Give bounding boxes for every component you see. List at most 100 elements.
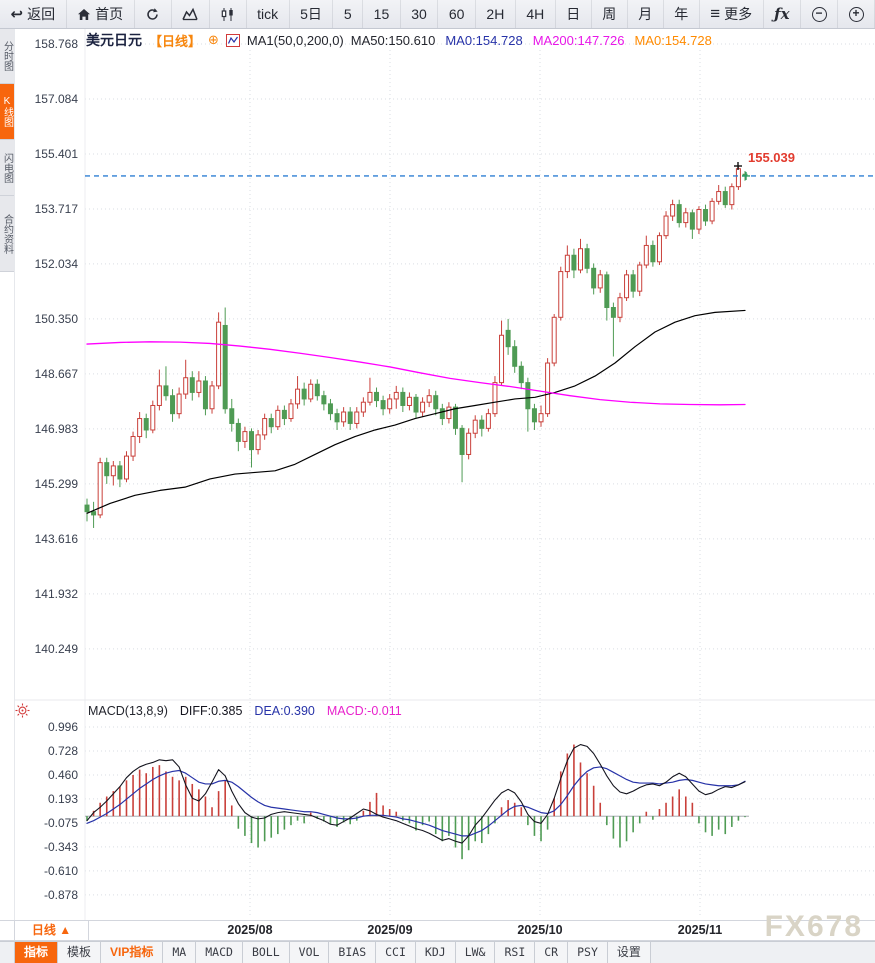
diff-value: DIFF:0.385 [179, 704, 243, 718]
price-tick-label: 152.034 [34, 257, 78, 271]
toolbar-button-zoom-in[interactable]: + [838, 0, 875, 28]
candle [117, 465, 123, 480]
candle [97, 462, 103, 516]
macd-header: MACD(13,8,9) DIFF:0.385 DEA:0.390 MACD:-… [88, 704, 402, 718]
indicator-tab-设置[interactable]: 设置 [607, 942, 651, 963]
candle [670, 204, 676, 217]
indicator-tab-vol[interactable]: VOL [289, 942, 330, 963]
candle [341, 411, 347, 423]
toolbar-button-m30[interactable]: 30 [401, 0, 439, 28]
candle [367, 391, 373, 403]
toolbar-button-day[interactable]: 日 [556, 0, 592, 28]
sidebar-tab-3[interactable]: 闪电图 [0, 140, 14, 196]
candle [485, 413, 491, 429]
macd-tick-label: -0.610 [43, 864, 78, 878]
zoom-in-icon: + [848, 6, 864, 22]
toolbar-button-m60[interactable]: 60 [438, 0, 476, 28]
toolbar-button-more[interactable]: ≡ 更多 [700, 0, 764, 28]
candle [123, 455, 129, 480]
macd-tick-label: 0.460 [47, 768, 78, 782]
candle [643, 244, 649, 266]
candle [584, 248, 590, 269]
macd-tick-label: 0.996 [47, 720, 78, 734]
indicator-tab-boll[interactable]: BOLL [242, 942, 290, 963]
toolbar-button-zoom-out[interactable]: − [801, 0, 839, 28]
candle [564, 254, 570, 273]
toolbar-button-home[interactable]: 首页 [67, 0, 135, 28]
ma-settings-icon[interactable] [225, 33, 240, 47]
ma200-line [86, 341, 746, 406]
toolbar-button-area-chart[interactable] [172, 0, 210, 28]
candle [176, 393, 182, 415]
ma-params: MA1(50,0,200,0) [246, 32, 344, 48]
candle [235, 422, 241, 442]
indicator-tab-lw&[interactable]: LW& [455, 942, 496, 963]
x-axis-label: 2025/09 [367, 923, 413, 937]
indicator-tab-kdj[interactable]: KDJ [415, 942, 456, 963]
toolbar-button-week[interactable]: 周 [592, 0, 628, 28]
indicator-tab-cr[interactable]: CR [535, 942, 569, 963]
toolbar-button-tick[interactable]: tick [247, 0, 290, 28]
indicator-tab-rsi[interactable]: RSI [495, 942, 536, 963]
indicator-tab-ma[interactable]: MA [163, 942, 197, 963]
candle [202, 380, 208, 410]
candle [637, 264, 643, 292]
time-axis-row: 日线 ▲ 2025/08 2025/09 2025/10 2025/11 [0, 920, 875, 941]
macd-params: MACD(13,8,9) [88, 704, 168, 718]
candle [656, 235, 662, 263]
candle [722, 191, 728, 206]
toolbar-button-h2[interactable]: 2H [476, 0, 516, 28]
candle [617, 297, 623, 318]
indicator-settings-icon[interactable] [15, 703, 30, 723]
candle [650, 244, 656, 263]
toolbar-button-candle-chart[interactable] [210, 0, 247, 28]
candle [630, 274, 636, 292]
candle [624, 274, 630, 299]
candle [518, 365, 524, 384]
ma-value-1: MA50:150.610 [350, 32, 436, 48]
toolbar-button-m5[interactable]: 5 [333, 0, 364, 28]
candle [295, 388, 301, 405]
candle [551, 316, 557, 364]
toolbar-button-month[interactable]: 月 [628, 0, 664, 28]
sidebar-tab-1[interactable]: 分时图 [0, 28, 14, 84]
indicator-tab-psy[interactable]: PSY [568, 942, 608, 963]
indicator-tab-指标[interactable]: 指标 [14, 942, 59, 963]
toolbar-button-5d[interactable]: 5日 [290, 0, 334, 28]
macd-tick-label: -0.343 [43, 840, 78, 854]
toolbar-button-h4[interactable]: 4H [516, 0, 556, 28]
indicator-tab-vip指标[interactable]: VIP指标 [101, 942, 164, 963]
candle [314, 383, 320, 397]
candle [716, 191, 722, 202]
period-selector[interactable]: 日线 ▲ [14, 921, 89, 940]
candle [538, 413, 544, 423]
indicator-tab-bias[interactable]: BIAS [329, 942, 377, 963]
price-tick-label: 145.299 [34, 477, 78, 491]
toolbar-button-m15[interactable]: 15 [363, 0, 401, 28]
toolbar-button-fx[interactable]: ƒx [764, 0, 802, 28]
candle [360, 401, 366, 413]
indicator-tab-模板[interactable]: 模板 [58, 942, 102, 963]
indicator-tab-macd[interactable]: MACD [196, 942, 243, 963]
sidebar-tab-4[interactable]: 合约资料 [0, 196, 14, 272]
candle [446, 406, 452, 420]
price-tick-label: 157.084 [34, 92, 78, 106]
toolbar-button-back[interactable]: ↩ 返回 [0, 0, 67, 28]
toolbar-button-refresh[interactable] [135, 0, 172, 28]
macd-tick-label: -0.878 [43, 888, 78, 902]
add-circle-icon[interactable]: ⊕ [208, 32, 219, 47]
indicator-tabbar: 指标 模板 VIP指标 MA MACD BOLL VOL BIAS CCI KDJ LW& RSI CR… [0, 941, 875, 963]
zoom-out-icon: − [811, 6, 827, 22]
candle [531, 408, 537, 423]
candle [130, 436, 136, 457]
indicator-tab-cci[interactable]: CCI [376, 942, 416, 963]
candle [689, 212, 695, 230]
candle [84, 504, 90, 513]
toolbar-button-year[interactable]: 年 [664, 0, 700, 28]
macd-value: MACD:-0.011 [326, 704, 402, 718]
period-selector-label: 日线 [31, 923, 56, 937]
candle [327, 403, 333, 415]
sidebar-tab-2[interactable]: K线图 [0, 84, 14, 140]
